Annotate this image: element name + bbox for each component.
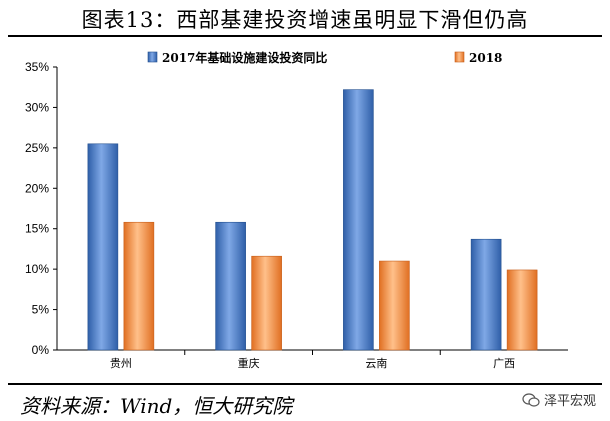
chart-title: 图表13：西部基建投资增速虽明显下滑但仍高 <box>81 8 529 32</box>
y-tick-label: 20% <box>25 181 49 195</box>
bar-2017 <box>215 221 246 351</box>
watermark-text: 泽平宏观 <box>543 394 596 409</box>
bar-2017 <box>343 89 374 351</box>
bar-2018 <box>251 255 282 351</box>
x-tick-label: 广西 <box>493 357 515 370</box>
footer-rule <box>8 383 602 385</box>
y-tick-label: 30% <box>25 100 49 114</box>
title-rule <box>8 35 602 37</box>
y-tick-label: 35% <box>25 60 49 74</box>
watermark: 泽平宏观 <box>522 390 596 409</box>
wechat-icon <box>522 392 540 407</box>
x-tick-label: 云南 <box>365 357 387 370</box>
y-tick-label: 0% <box>32 343 50 357</box>
y-tick-label: 25% <box>25 141 49 155</box>
bar-chart: 0% 5% 10% 15% 20% 25% 30% 35% 贵州 重庆 云南 广西 2017年基础设施… <box>25 50 568 370</box>
bar-2017 <box>87 143 119 351</box>
source-note: 资料来源：Wind，恒大研究院 <box>20 394 293 418</box>
x-tick-label: 贵州 <box>110 357 132 370</box>
y-tick-label: 15% <box>25 222 49 236</box>
y-tick-label: 10% <box>25 262 49 276</box>
x-tick-label: 重庆 <box>238 356 260 370</box>
bar-2018 <box>506 269 538 351</box>
legend-swatch <box>147 51 158 63</box>
bar-2017 <box>470 238 502 351</box>
bar-2018 <box>123 221 155 351</box>
bar-2018 <box>379 260 410 351</box>
legend-label: 2017年基础设施建设投资同比 <box>162 50 327 65</box>
legend-swatch <box>454 51 465 63</box>
y-tick-label: 5% <box>32 303 50 317</box>
legend-label: 2018 <box>469 51 502 65</box>
